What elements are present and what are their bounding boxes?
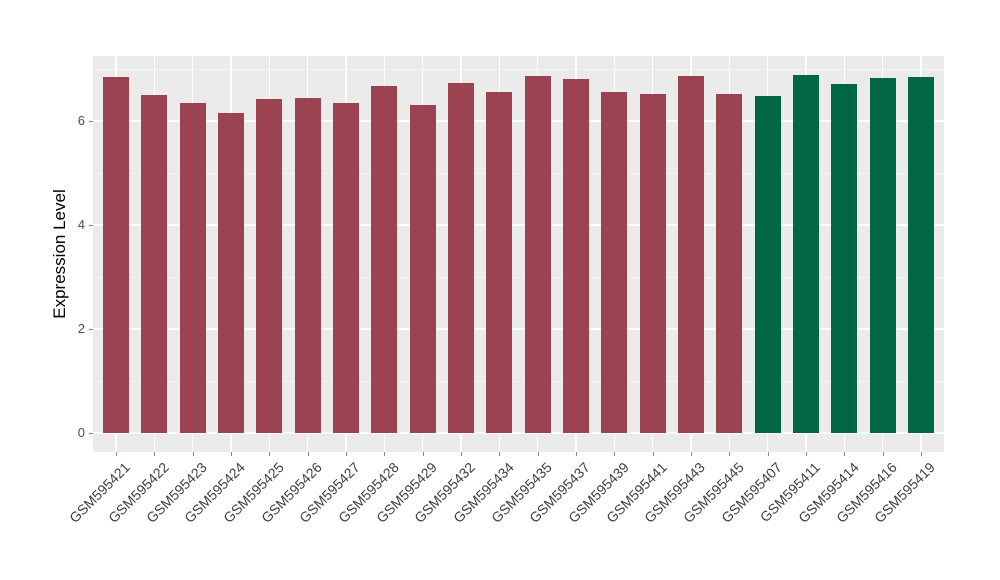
bar-GSM595419 (908, 76, 934, 433)
gridline-minor (93, 172, 944, 174)
gridline-major (93, 328, 944, 330)
bar-GSM595439 (601, 92, 628, 433)
x-tick-mark (192, 452, 194, 456)
bar-GSM595426 (294, 98, 321, 433)
y-tick-label: 4 (77, 217, 85, 232)
x-tick-mark (844, 452, 846, 456)
x-tick-mark (691, 452, 692, 456)
x-tick-mark (422, 452, 424, 456)
x-tick-mark (882, 452, 884, 456)
x-tick-mark (767, 452, 769, 456)
y-tick-mark (89, 225, 93, 226)
bar-GSM595422 (141, 95, 168, 433)
bar-GSM595411 (793, 74, 819, 433)
x-tick-mark (461, 452, 462, 456)
bar-GSM595445 (716, 93, 743, 433)
x-tick-mark (384, 452, 386, 456)
gridline-major (93, 432, 944, 434)
bar-GSM595424 (218, 113, 244, 433)
bar-GSM595435 (524, 76, 551, 433)
bar-GSM595443 (678, 75, 704, 433)
x-tick-mark (499, 452, 501, 456)
y-tick-label: 2 (77, 321, 85, 336)
plot-panel (93, 56, 944, 452)
x-tick-mark (269, 452, 271, 456)
y-axis-title: Expression Level (50, 189, 69, 319)
bar-GSM595428 (371, 86, 398, 433)
x-tick-mark (154, 452, 156, 456)
bar-GSM595425 (256, 99, 283, 433)
x-tick-mark (116, 452, 117, 456)
bar-GSM595429 (409, 105, 436, 433)
bar-GSM595414 (831, 83, 858, 433)
bar-GSM595423 (179, 102, 206, 433)
x-tick-mark (806, 452, 807, 456)
bar-GSM595432 (448, 83, 474, 433)
bar-GSM595407 (754, 96, 781, 433)
x-tick-mark (652, 452, 654, 456)
y-tick-label: 0 (77, 425, 85, 440)
x-tick-mark (231, 452, 232, 456)
x-tick-mark (729, 452, 731, 456)
bar-GSM595427 (333, 102, 359, 433)
x-tick-mark (307, 452, 309, 456)
bar-GSM595441 (639, 93, 666, 433)
y-tick-label: 6 (77, 113, 85, 128)
bar-GSM595434 (486, 92, 513, 433)
bar-GSM595421 (103, 76, 129, 433)
x-tick-mark (537, 452, 539, 456)
gridline-minor (93, 68, 944, 70)
y-tick-mark (89, 433, 93, 434)
x-tick-mark (614, 452, 616, 456)
x-tick-mark (346, 452, 347, 456)
x-tick-mark (921, 452, 922, 456)
gridline-major (93, 224, 944, 226)
gridline-minor (93, 276, 944, 278)
x-tick-mark (576, 452, 577, 456)
y-tick-mark (89, 329, 93, 330)
gridline-minor (93, 380, 944, 382)
y-tick-mark (89, 121, 93, 122)
gridline-major (93, 120, 944, 122)
bar-GSM595416 (869, 78, 896, 433)
bar-GSM595437 (563, 79, 589, 433)
